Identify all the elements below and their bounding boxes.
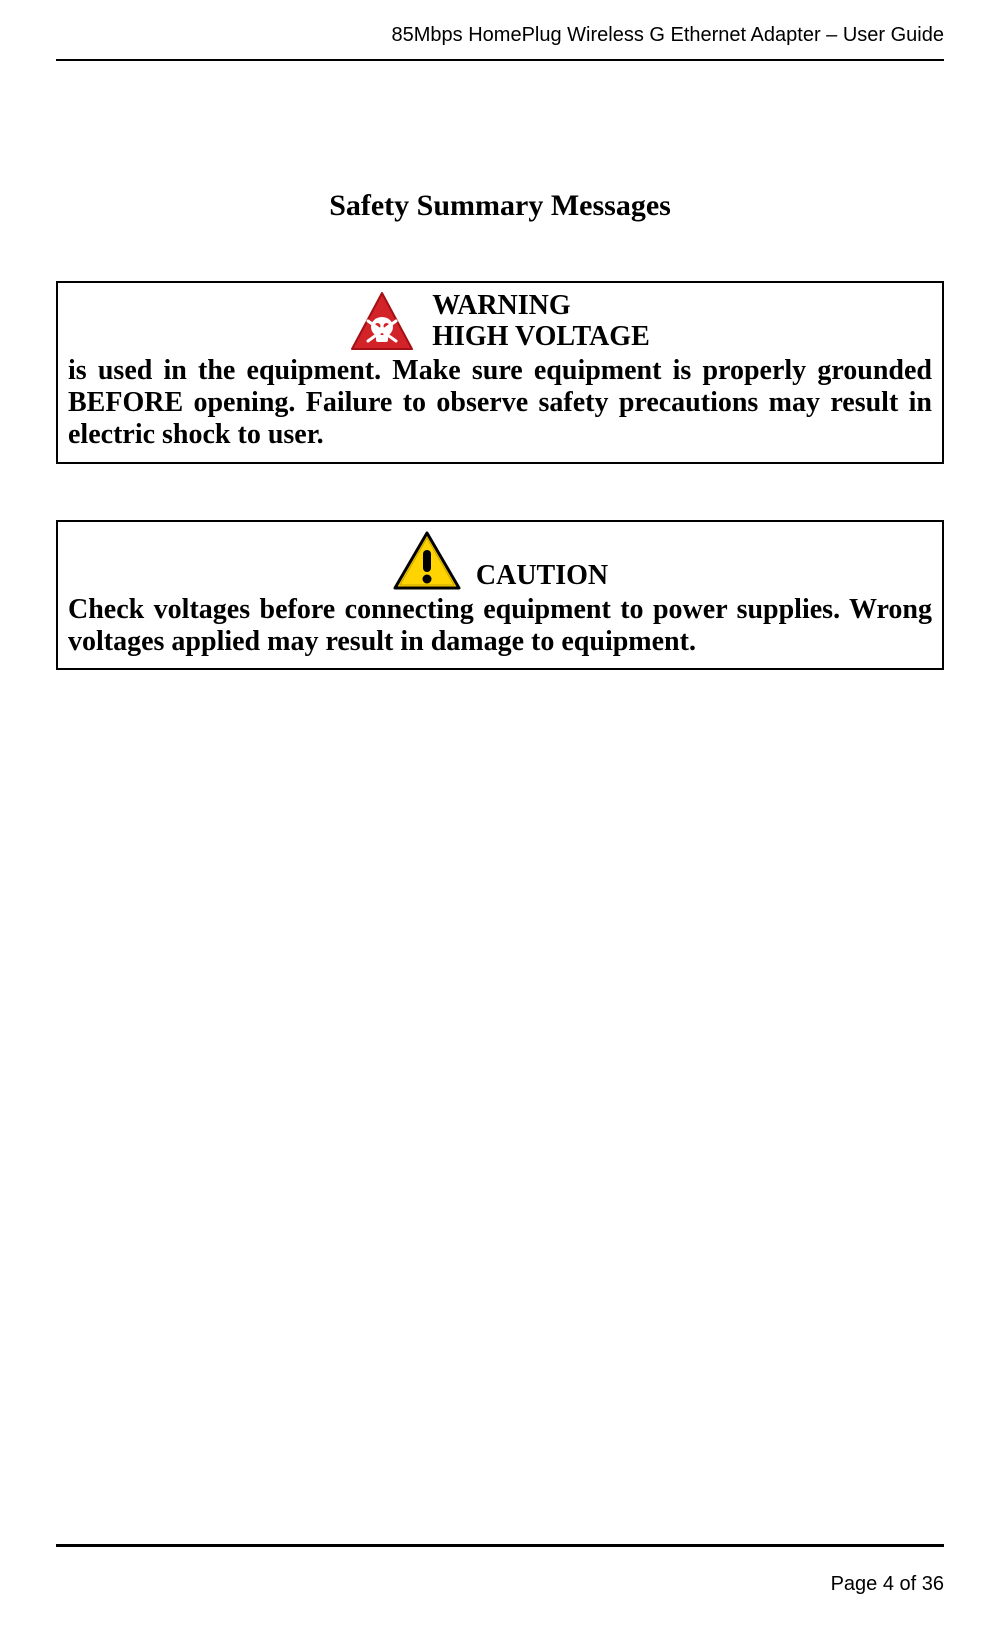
header-rule bbox=[56, 59, 944, 61]
footer: Page 4 of 36 bbox=[56, 1544, 944, 1596]
warning-skull-icon bbox=[350, 291, 414, 353]
warning-body: is used in the equipment. Make sure equi… bbox=[68, 355, 932, 452]
warning-label-2: HIGH VOLTAGE bbox=[432, 322, 650, 353]
footer-rule bbox=[56, 1544, 944, 1547]
header-doc-title: 85Mbps HomePlug Wireless G Ethernet Adap… bbox=[56, 24, 944, 47]
spacer bbox=[56, 726, 944, 1544]
warning-box: WARNING HIGH VOLTAGE is used in the equi… bbox=[56, 281, 944, 464]
page-number: Page 4 of 36 bbox=[56, 1573, 944, 1596]
warning-titles: WARNING HIGH VOLTAGE bbox=[432, 291, 650, 353]
caution-body: Check voltages before connecting equipme… bbox=[68, 594, 932, 658]
page: 85Mbps HomePlug Wireless G Ethernet Adap… bbox=[0, 0, 1000, 1632]
warning-header: WARNING HIGH VOLTAGE bbox=[68, 291, 932, 353]
section-title: Safety Summary Messages bbox=[56, 189, 944, 223]
caution-header: CAUTION bbox=[68, 530, 932, 592]
caution-label: CAUTION bbox=[476, 560, 608, 592]
caution-box: CAUTION Check voltages before connecting… bbox=[56, 520, 944, 670]
warning-label-1: WARNING bbox=[432, 291, 650, 322]
caution-exclamation-icon bbox=[392, 530, 462, 592]
